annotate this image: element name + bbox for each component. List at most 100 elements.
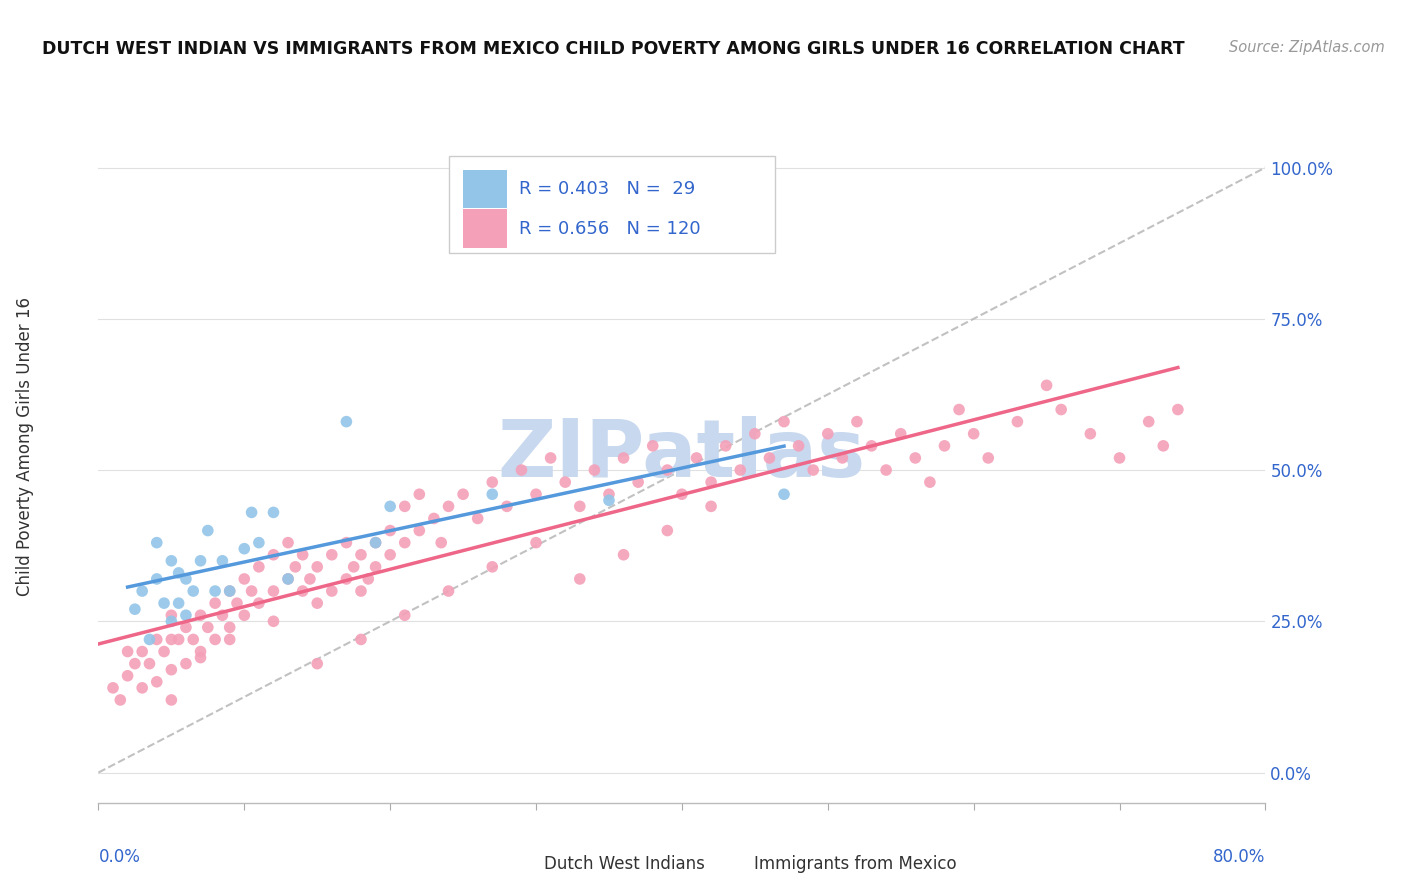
Point	[160, 615, 183, 629]
Point	[496, 500, 519, 514]
Point	[612, 548, 634, 562]
Point	[343, 559, 366, 574]
Point	[744, 426, 766, 441]
Point	[211, 554, 233, 568]
FancyBboxPatch shape	[714, 854, 749, 874]
Point	[1050, 402, 1073, 417]
Point	[554, 475, 576, 490]
Point	[335, 572, 357, 586]
Point	[321, 584, 343, 599]
Point	[218, 584, 240, 599]
Text: DUTCH WEST INDIAN VS IMMIGRANTS FROM MEXICO CHILD POVERTY AMONG GIRLS UNDER 16 C: DUTCH WEST INDIAN VS IMMIGRANTS FROM MEX…	[42, 40, 1185, 58]
Point	[277, 535, 299, 549]
FancyBboxPatch shape	[463, 169, 508, 208]
Point	[423, 511, 446, 525]
Point	[875, 463, 897, 477]
Point	[181, 632, 204, 647]
Point	[685, 450, 707, 465]
Point	[948, 402, 970, 417]
Point	[481, 487, 503, 501]
Point	[240, 505, 263, 519]
Point	[357, 572, 380, 586]
Point	[160, 693, 183, 707]
Point	[124, 657, 146, 671]
Point	[510, 463, 533, 477]
Point	[364, 559, 387, 574]
Point	[451, 487, 474, 501]
Point	[211, 608, 233, 623]
Point	[262, 615, 284, 629]
Point	[817, 426, 839, 441]
Point	[146, 632, 169, 647]
Point	[181, 584, 204, 599]
Point	[568, 572, 591, 586]
Point	[167, 596, 190, 610]
Point	[233, 608, 256, 623]
Point	[218, 620, 240, 634]
Point	[1035, 378, 1057, 392]
Point	[247, 559, 270, 574]
Point	[846, 415, 869, 429]
Point	[277, 572, 299, 586]
Point	[671, 487, 693, 501]
Point	[190, 554, 212, 568]
Point	[657, 463, 679, 477]
Point	[160, 663, 183, 677]
Point	[364, 535, 387, 549]
Point	[174, 608, 197, 623]
Text: R = 0.403   N =  29: R = 0.403 N = 29	[519, 180, 695, 198]
Point	[394, 535, 416, 549]
Point	[153, 596, 176, 610]
Point	[890, 426, 912, 441]
Text: 0.0%: 0.0%	[98, 848, 141, 866]
Point	[174, 620, 197, 634]
Point	[1007, 415, 1029, 429]
Point	[583, 463, 606, 477]
Text: Source: ZipAtlas.com: Source: ZipAtlas.com	[1229, 40, 1385, 55]
Point	[568, 500, 591, 514]
Point	[291, 548, 314, 562]
Point	[307, 657, 329, 671]
Point	[641, 439, 664, 453]
Point	[307, 596, 329, 610]
Point	[408, 487, 430, 501]
Point	[117, 644, 139, 658]
Point	[167, 566, 190, 580]
Point	[174, 657, 197, 671]
Point	[321, 548, 343, 562]
Point	[110, 693, 132, 707]
Point	[1167, 402, 1189, 417]
Point	[1108, 450, 1130, 465]
Point	[146, 535, 169, 549]
Point	[918, 475, 941, 490]
Point	[138, 657, 160, 671]
Point	[153, 644, 176, 658]
Point	[197, 524, 219, 538]
Text: Immigrants from Mexico: Immigrants from Mexico	[754, 855, 957, 873]
Point	[700, 475, 723, 490]
Point	[138, 632, 160, 647]
Point	[598, 487, 620, 501]
Point	[291, 584, 314, 599]
Point	[962, 426, 984, 441]
Point	[700, 500, 723, 514]
Point	[380, 500, 402, 514]
Point	[204, 632, 226, 647]
Point	[714, 439, 737, 453]
Point	[218, 632, 240, 647]
Point	[430, 535, 453, 549]
Point	[233, 541, 256, 556]
Point	[233, 572, 256, 586]
Point	[598, 493, 620, 508]
Point	[394, 608, 416, 623]
Point	[934, 439, 956, 453]
Point	[307, 559, 329, 574]
Point	[335, 415, 357, 429]
Point	[247, 596, 270, 610]
Point	[160, 608, 183, 623]
Point	[190, 650, 212, 665]
Point	[1080, 426, 1102, 441]
Point	[773, 487, 796, 501]
Point	[204, 596, 226, 610]
Point	[364, 535, 387, 549]
